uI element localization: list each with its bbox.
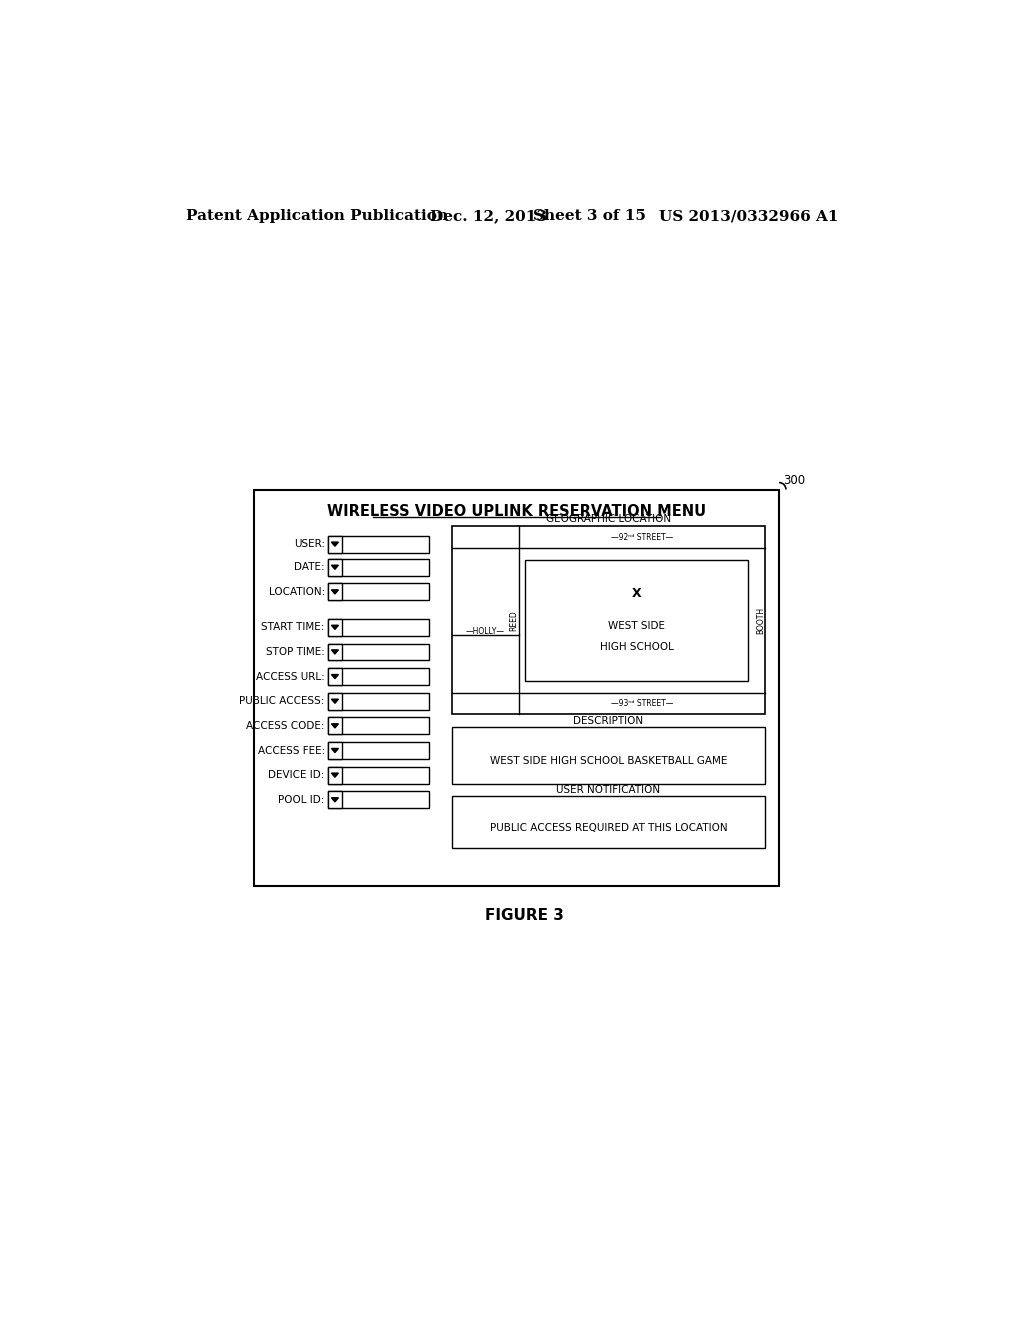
Text: DEVICE ID:: DEVICE ID: xyxy=(268,770,325,780)
Text: —92ⁿᵈ STREET—: —92ⁿᵈ STREET— xyxy=(611,533,674,541)
Bar xyxy=(328,792,342,808)
Text: US 2013/0332966 A1: US 2013/0332966 A1 xyxy=(658,209,839,223)
Bar xyxy=(328,644,429,660)
Text: Patent Application Publication: Patent Application Publication xyxy=(186,209,449,223)
Bar xyxy=(328,767,429,784)
Polygon shape xyxy=(332,748,338,752)
Bar xyxy=(328,558,429,576)
Text: ACCESS FEE:: ACCESS FEE: xyxy=(258,746,325,755)
Bar xyxy=(328,767,342,784)
Text: STOP TIME:: STOP TIME: xyxy=(266,647,325,657)
Bar xyxy=(452,796,765,849)
Bar xyxy=(328,693,429,710)
Text: ACCESS CODE:: ACCESS CODE: xyxy=(247,721,325,731)
Text: WEST SIDE: WEST SIDE xyxy=(608,622,666,631)
Polygon shape xyxy=(332,565,338,569)
Text: HIGH SCHOOL: HIGH SCHOOL xyxy=(600,642,674,652)
Bar xyxy=(328,668,342,685)
Bar xyxy=(328,668,429,685)
Text: REED: REED xyxy=(509,610,518,631)
Bar xyxy=(328,693,342,710)
Bar xyxy=(328,742,342,759)
Bar xyxy=(328,644,342,660)
Bar xyxy=(328,536,429,553)
Polygon shape xyxy=(332,543,338,546)
Bar xyxy=(328,718,429,734)
Bar xyxy=(328,619,429,636)
Text: WIRELESS VIDEO UPLINK RESERVATION MENU: WIRELESS VIDEO UPLINK RESERVATION MENU xyxy=(327,503,706,519)
Text: WEST SIDE HIGH SCHOOL BASKETBALL GAME: WEST SIDE HIGH SCHOOL BASKETBALL GAME xyxy=(489,756,727,767)
Text: LOCATION:: LOCATION: xyxy=(268,587,325,597)
Text: USER:: USER: xyxy=(294,539,325,549)
Polygon shape xyxy=(332,723,338,727)
Text: Sheet 3 of 15: Sheet 3 of 15 xyxy=(532,209,645,223)
Bar xyxy=(328,792,429,808)
Bar xyxy=(328,742,429,759)
Bar xyxy=(452,527,765,714)
Polygon shape xyxy=(332,590,338,594)
Bar xyxy=(452,726,765,784)
Text: PUBLIC ACCESS:: PUBLIC ACCESS: xyxy=(240,696,325,706)
Bar xyxy=(254,490,779,886)
Bar xyxy=(328,583,429,601)
Polygon shape xyxy=(332,797,338,801)
Polygon shape xyxy=(332,675,338,678)
Text: START TIME:: START TIME: xyxy=(261,622,325,632)
Text: POOL ID:: POOL ID: xyxy=(279,795,325,805)
Text: ACCESS URL:: ACCESS URL: xyxy=(256,672,325,681)
Bar xyxy=(328,619,342,636)
Text: X: X xyxy=(632,587,642,601)
Polygon shape xyxy=(332,774,338,777)
Text: BOOTH: BOOTH xyxy=(756,607,765,634)
Polygon shape xyxy=(332,649,338,653)
Bar xyxy=(328,536,342,553)
Text: GEOGRAPHIC LOCATION: GEOGRAPHIC LOCATION xyxy=(546,513,671,524)
Text: —HOLLY—: —HOLLY— xyxy=(466,627,505,635)
Bar xyxy=(328,558,342,576)
Text: DATE:: DATE: xyxy=(294,562,325,573)
Bar xyxy=(328,583,342,601)
Text: 300: 300 xyxy=(783,474,806,487)
Text: DESCRIPTION: DESCRIPTION xyxy=(573,715,643,726)
Text: Dec. 12, 2013: Dec. 12, 2013 xyxy=(430,209,547,223)
Text: FIGURE 3: FIGURE 3 xyxy=(485,908,564,923)
Text: —93ⁿᵈ STREET—: —93ⁿᵈ STREET— xyxy=(611,700,674,708)
Text: USER NOTIFICATION: USER NOTIFICATION xyxy=(556,785,660,795)
Polygon shape xyxy=(332,700,338,704)
Bar xyxy=(525,560,748,681)
Text: PUBLIC ACCESS REQUIRED AT THIS LOCATION: PUBLIC ACCESS REQUIRED AT THIS LOCATION xyxy=(489,824,727,833)
Bar xyxy=(328,718,342,734)
Polygon shape xyxy=(332,626,338,630)
